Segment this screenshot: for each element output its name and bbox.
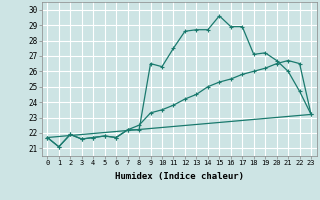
X-axis label: Humidex (Indice chaleur): Humidex (Indice chaleur) [115, 172, 244, 181]
